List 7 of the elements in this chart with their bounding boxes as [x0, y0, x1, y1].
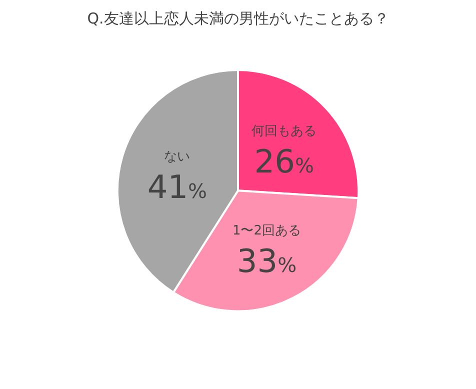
- chart-title: Q.友達以上恋人未満の男性がいたことある？: [87, 10, 389, 28]
- slice-label: 1〜2回ある: [232, 224, 302, 239]
- slice-label: 何回もある: [252, 124, 317, 139]
- data-label: 41%: [147, 168, 208, 206]
- slice-label: ない: [164, 149, 190, 164]
- data-label: 33%: [236, 242, 297, 280]
- data-label: 26%: [254, 142, 314, 180]
